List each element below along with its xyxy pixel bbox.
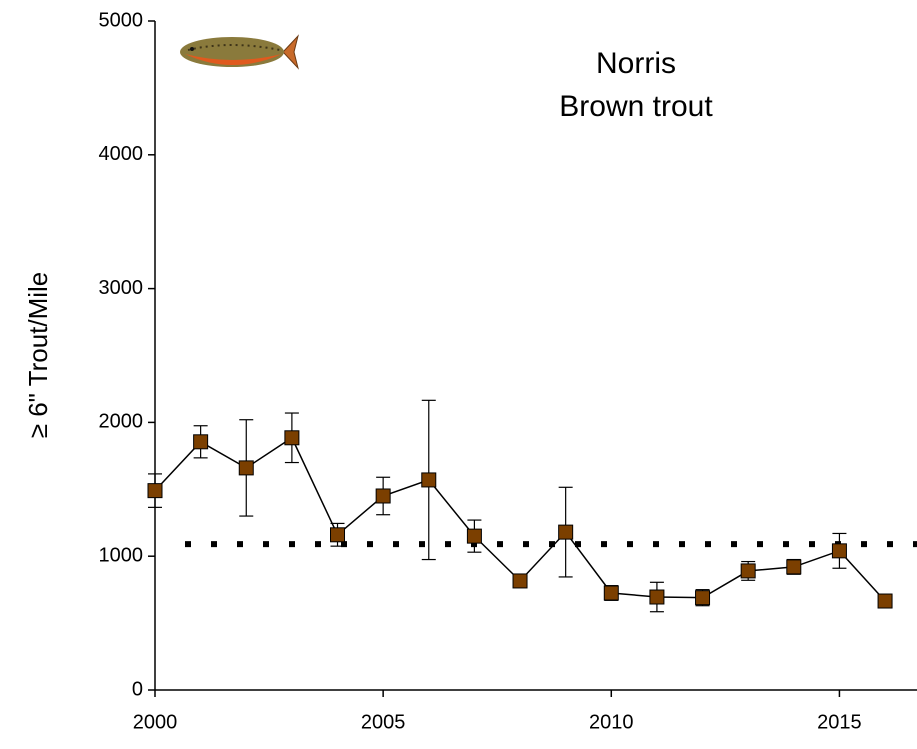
y-tick-label: 1000 — [99, 544, 144, 566]
y-tick-label: 0 — [132, 678, 143, 700]
marker — [330, 527, 346, 543]
x-tick-label: 2010 — [589, 711, 634, 733]
marker — [877, 593, 893, 609]
marker — [466, 528, 482, 544]
y-tick-label: 5000 — [99, 9, 144, 31]
marker — [649, 589, 665, 605]
y-axis-label: ≥ 6" Trout/Mile — [23, 272, 53, 439]
marker — [238, 460, 254, 476]
x-tick-label: 2015 — [817, 711, 862, 733]
marker — [603, 585, 619, 601]
chart-subtitle: Brown trout — [559, 90, 713, 123]
fish-icon — [180, 34, 299, 70]
x-tick-label: 2005 — [361, 711, 406, 733]
y-tick-label: 3000 — [99, 277, 144, 299]
y-tick-label: 2000 — [99, 411, 144, 433]
marker — [558, 524, 574, 540]
marker — [284, 430, 300, 446]
marker — [147, 483, 163, 499]
marker — [375, 488, 391, 504]
chart-title: Norris — [596, 47, 676, 80]
marker — [695, 590, 711, 606]
marker — [786, 559, 802, 575]
y-tick-label: 4000 — [99, 143, 144, 165]
marker — [421, 472, 437, 488]
marker — [831, 543, 847, 559]
x-tick-label: 2000 — [133, 711, 178, 733]
marker — [740, 563, 756, 579]
marker — [512, 573, 528, 589]
marker — [193, 434, 209, 450]
